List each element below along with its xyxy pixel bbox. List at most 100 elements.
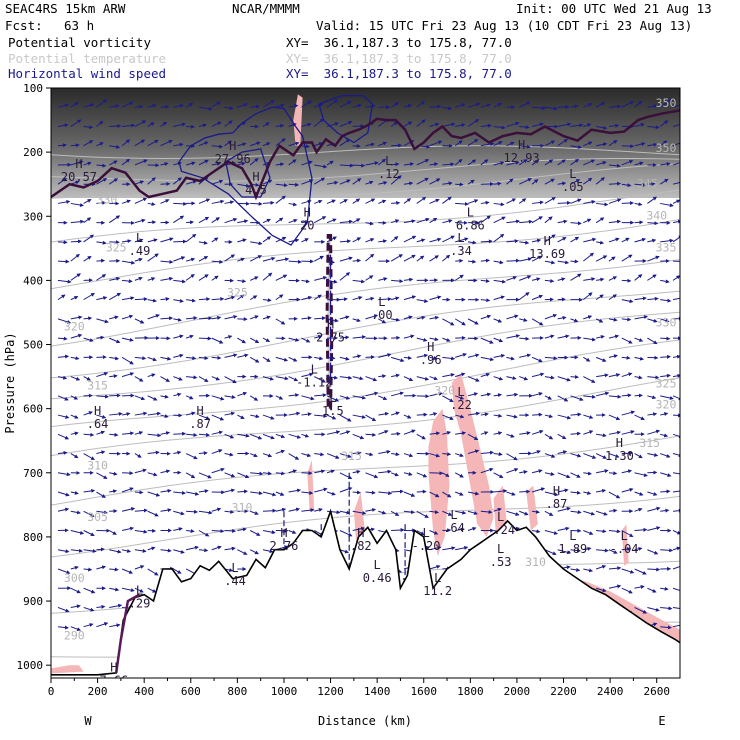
wind-arrow: [339, 395, 351, 400]
theta-label: 290: [64, 629, 85, 643]
wind-arrow: [506, 334, 521, 339]
extremum-marker: L: [434, 571, 441, 585]
wind-arrow: [416, 337, 428, 342]
wind-arrow: [314, 393, 327, 398]
wind-arrow: [660, 318, 670, 323]
wind-arrow: [596, 548, 609, 553]
wind-arrow: [249, 295, 258, 301]
wind-arrow: [429, 491, 440, 498]
wind-arrow: [531, 179, 539, 185]
wind-arrow: [57, 199, 71, 204]
wind-arrow: [365, 376, 378, 382]
wind-arrow: [660, 373, 671, 378]
wind-arrow: [147, 450, 160, 455]
extremum-value: 0.46: [363, 571, 392, 585]
theta-label: 315: [639, 436, 660, 450]
wind-arrow: [275, 449, 286, 455]
wind-arrow: [518, 292, 530, 301]
wind-arrow: [647, 375, 660, 380]
wind-arrow: [237, 103, 249, 108]
wind-arrow: [250, 315, 259, 320]
wind-arrow: [249, 337, 260, 343]
wind-arrow: [378, 449, 391, 455]
wind-arrow: [275, 257, 290, 262]
wind-arrow: [262, 508, 277, 513]
wind-arrow: [557, 334, 570, 339]
wind-arrow: [147, 356, 157, 362]
wind-arrow: [557, 472, 571, 479]
wind-arrow: [506, 414, 518, 419]
wind-arrow: [403, 491, 416, 497]
wind-arrow: [390, 472, 399, 477]
wind-arrow: [403, 355, 412, 360]
wind-arrow: [160, 259, 174, 264]
wind-arrow: [647, 337, 658, 345]
wind-arrow: [352, 490, 361, 495]
wind-arrow: [455, 258, 464, 263]
wind-arrow: [583, 356, 591, 362]
wind-arrow: [288, 488, 302, 493]
wind-arrow: [660, 508, 670, 513]
wind-arrow: [519, 257, 532, 262]
wind-arrow: [544, 472, 555, 476]
wind-arrow: [390, 121, 398, 127]
wind-arrow: [83, 199, 92, 204]
wind-arrow: [198, 123, 207, 128]
wind-arrow: [378, 199, 387, 204]
wind-arrow: [211, 144, 224, 149]
wind-arrow: [647, 125, 660, 130]
wind-arrow: [621, 317, 632, 322]
wind-arrow: [583, 237, 597, 243]
wind-arrow: [531, 255, 543, 262]
wind-arrow: [455, 395, 465, 400]
wind-arrow: [416, 530, 425, 536]
wind-arrow: [121, 487, 134, 493]
wind-arrow: [378, 430, 389, 435]
extremum-marker: L: [457, 231, 464, 245]
wind-arrow: [134, 104, 144, 109]
wind-arrow: [390, 102, 399, 108]
extremum-marker: L: [311, 362, 318, 376]
wind-arrow: [583, 177, 593, 185]
wind-arrow: [480, 239, 493, 244]
wind-arrow: [595, 217, 605, 224]
model-title: SEAC4RS 15km ARW: [5, 1, 126, 16]
extremum-value: .87: [189, 417, 211, 431]
wind-arrow: [160, 297, 170, 302]
wind-arrow: [660, 412, 669, 417]
wind-arrow: [442, 510, 453, 516]
wind-arrow: [96, 120, 104, 127]
wind-arrow: [352, 124, 365, 129]
wind-arrow: [660, 625, 672, 630]
wind-arrow: [173, 334, 184, 339]
wind-arrow: [391, 317, 401, 322]
wind-arrow: [416, 353, 429, 358]
wind-arrow: [211, 179, 224, 185]
wind-arrow: [391, 279, 404, 284]
wind-arrow: [211, 199, 225, 204]
wind-arrow: [455, 510, 467, 515]
wind-arrow: [96, 565, 107, 570]
wind-arrow: [96, 414, 107, 419]
wind-arrow: [83, 411, 93, 416]
wind-arrow: [301, 453, 312, 458]
wind-arrow: [134, 376, 144, 382]
wind-arrow: [506, 219, 521, 224]
wind-arrow: [442, 106, 453, 111]
wind-arrow: [595, 318, 604, 323]
pv-pink-region: [526, 485, 538, 531]
wind-arrow: [173, 353, 184, 358]
wind-arrow: [634, 393, 643, 398]
wind-arrow: [608, 453, 620, 458]
wind-arrow: [672, 623, 680, 628]
wind-arrow: [583, 394, 596, 399]
wind-arrow: [365, 253, 375, 262]
wind-arrow: [83, 161, 92, 166]
wind-arrow: [403, 277, 414, 282]
wind-arrow: [109, 315, 119, 320]
wind-arrow: [70, 490, 79, 495]
wind-arrow: [519, 376, 529, 381]
wind-arrow: [83, 453, 95, 460]
wind-arrow: [544, 178, 555, 185]
y-tick-label: 700: [23, 467, 43, 480]
